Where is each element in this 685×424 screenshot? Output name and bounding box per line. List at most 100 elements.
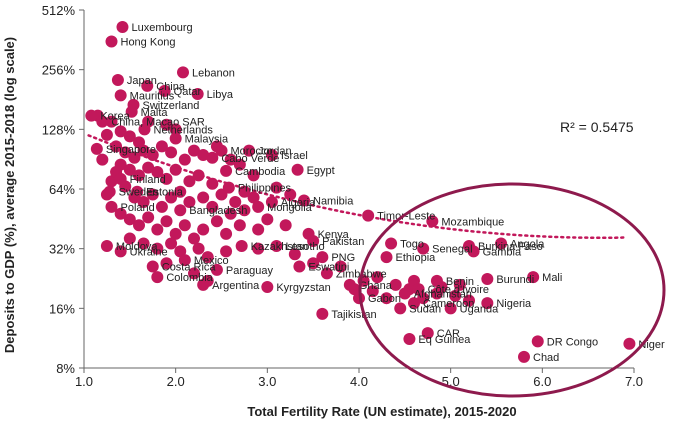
data-point <box>291 163 304 176</box>
data-point <box>201 251 214 264</box>
data-point <box>343 278 356 291</box>
data-point <box>142 211 155 224</box>
data-point <box>261 280 274 293</box>
data-point <box>128 151 141 164</box>
point-label: PNG <box>331 252 355 264</box>
data-point <box>252 200 265 213</box>
data-point <box>114 89 127 102</box>
data-point <box>307 257 320 270</box>
data-point <box>160 118 173 131</box>
data-point <box>137 144 150 157</box>
data-point <box>444 302 457 315</box>
point-label: Gabon <box>368 293 401 305</box>
x-axis-title: Total Fertility Rate (UN estimate), 2015… <box>247 404 516 419</box>
point-label: Malaysia <box>185 134 229 146</box>
data-point <box>279 219 292 232</box>
point-label: Kenya <box>318 229 350 241</box>
data-point <box>467 245 480 258</box>
data-point <box>158 84 171 97</box>
point-label: Eq Guinea <box>418 334 471 346</box>
point-label: Ethiopia <box>396 252 437 264</box>
point-label: Moldova <box>116 241 158 253</box>
data-point <box>197 278 210 291</box>
point-label: Mozambique <box>441 216 504 228</box>
data-point <box>265 148 278 161</box>
data-point <box>238 204 251 217</box>
point-label: Tajikistan <box>331 309 376 321</box>
data-point <box>394 302 407 315</box>
data-point <box>100 128 113 141</box>
y-axis-title: Deposits to GDP (%), average 2015-2018 (… <box>2 37 17 353</box>
data-point <box>527 271 540 284</box>
r-squared-annotation: R² = 0.5475 <box>560 119 634 135</box>
data-point <box>220 164 233 177</box>
data-point <box>191 87 204 100</box>
data-point <box>408 297 420 310</box>
point-label: Lesotho <box>286 241 325 253</box>
data-point <box>426 215 439 228</box>
point-label: China <box>156 81 186 93</box>
data-point <box>316 251 329 264</box>
data-point <box>206 177 219 190</box>
point-label: Netherlands <box>154 124 214 136</box>
data-point <box>453 278 466 291</box>
data-point <box>123 163 136 176</box>
point-label: China, Macao SAR <box>111 117 205 129</box>
data-point <box>233 219 246 232</box>
data-point <box>334 260 347 273</box>
data-point <box>123 213 136 226</box>
point-label: Cambodia <box>235 166 286 178</box>
data-point <box>371 271 384 284</box>
data-point <box>417 242 430 255</box>
point-label: Kyrgyzstan <box>276 282 330 294</box>
data-point <box>518 350 530 363</box>
data-point <box>389 278 402 291</box>
point-label: Togo <box>400 238 424 250</box>
point-label: Ghana <box>359 280 393 292</box>
point-label: Switzerland <box>143 100 200 112</box>
data-point <box>412 283 425 296</box>
y-tick-label: 16% <box>49 301 75 316</box>
data-point <box>197 191 210 204</box>
point-label: Qatar <box>174 86 202 98</box>
point-label: Jordan <box>258 146 292 158</box>
data-point <box>105 35 118 48</box>
data-point <box>183 196 196 209</box>
data-point <box>233 158 246 171</box>
y-tick-label: 32% <box>49 242 75 257</box>
point-label: Eswatini <box>308 262 349 274</box>
data-point <box>288 248 301 261</box>
point-label: Burundi <box>496 274 534 286</box>
data-point <box>160 257 173 270</box>
y-tick-label: 512% <box>42 3 76 18</box>
y-tick-label: 256% <box>42 63 76 78</box>
data-point <box>417 292 430 305</box>
point-label: Mongolia <box>267 202 313 214</box>
data-point <box>146 260 159 273</box>
data-point <box>146 188 159 201</box>
data-point <box>531 335 544 348</box>
point-label: Pakistan <box>322 236 364 248</box>
point-label: Finland <box>130 174 166 186</box>
data-point <box>183 175 196 188</box>
data-point <box>110 140 123 153</box>
data-point <box>142 161 155 174</box>
data-point <box>165 146 178 159</box>
data-point <box>138 123 151 136</box>
point-label: Sweden <box>119 187 159 199</box>
point-label: Malta <box>141 107 169 119</box>
x-tick-label: 7.0 <box>625 374 643 389</box>
data-point <box>146 148 159 161</box>
data-point <box>169 123 182 136</box>
point-label: Ukraine <box>130 246 168 258</box>
data-point <box>284 188 297 201</box>
data-point <box>366 285 379 298</box>
data-point <box>177 66 189 79</box>
data-point <box>385 237 398 250</box>
point-label: Cabo Verde <box>221 153 279 165</box>
axes: 8%16%32%64%128%256%512%1.0 2.0 3.0 4.0 5.0 6.… <box>42 3 643 389</box>
data-point <box>160 172 173 185</box>
data-point <box>174 204 187 217</box>
data-point <box>151 271 164 284</box>
